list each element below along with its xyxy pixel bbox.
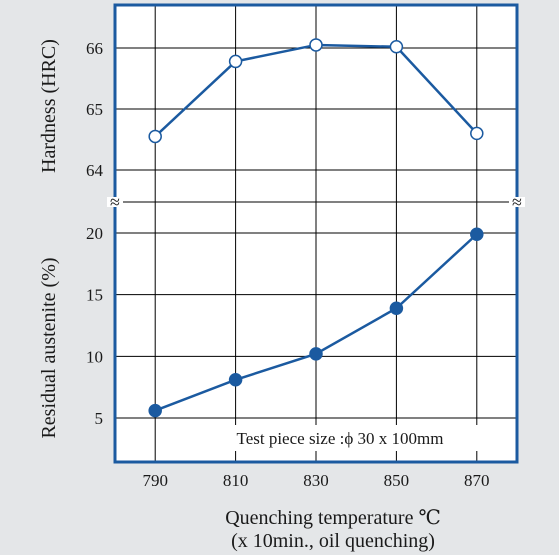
x-axis-label: Quenching temperature ℃ [225,507,441,529]
y-tick-label-residual-austenite: 20 [86,224,103,243]
y-axis-label-hardness: Hardness (HRC) [38,39,60,173]
x-axis-label-condition: (x 10min., oil quenching) [231,530,435,552]
hardness-point [309,38,323,52]
hardness-point [148,129,162,144]
y-axis-label-residual-austenite: Residual austenite (%) [38,257,60,438]
test-piece-annotation: Test piece size :ϕ 30 x 100mm [237,429,444,448]
y-tick-label-hardness: 64 [86,161,104,180]
residual-austenite-point [470,227,484,241]
y-tick-label-residual-austenite: 15 [86,286,103,305]
hardness-point [389,40,404,54]
residual-austenite-point [228,373,243,387]
break-gap [107,197,123,207]
break-gap [509,197,525,207]
series-points [148,38,484,418]
plot-frame [113,3,519,464]
y-tick-label-residual-austenite: 5 [95,409,104,428]
axis-break-marks: ≈ ≈ [107,192,525,212]
x-tick-label: 790 [142,471,168,490]
x-tick-label: 830 [303,471,329,490]
hardness-point [470,126,484,141]
x-tick-label: 870 [464,471,490,490]
annotation-box [196,425,484,451]
residual-austenite-point [148,403,162,418]
residual-austenite-point [309,347,323,361]
x-tick-label: 850 [384,471,410,490]
y-tick-label-hardness: 66 [86,39,103,58]
residual-austenite-point [389,301,404,315]
x-tick-label: 810 [223,471,249,490]
y-tick-label-hardness: 65 [86,100,103,119]
right-break-symbol: ≈ [512,192,522,212]
left-break-symbol: ≈ [110,192,120,212]
hardness-point [228,54,243,69]
y-tick-label-residual-austenite: 10 [86,347,103,366]
tick-labels: 790 810 830 850 870 64 65 66 5 10 15 20 [86,39,490,490]
